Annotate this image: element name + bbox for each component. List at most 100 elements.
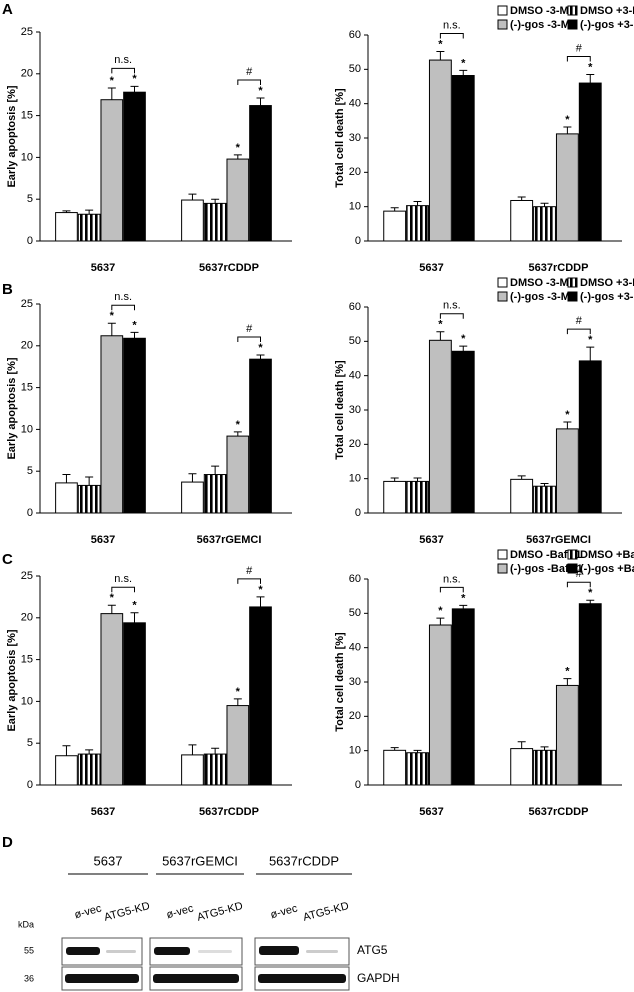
- bar: [555, 684, 579, 786]
- bar: [77, 484, 101, 514]
- significance-mark: *: [110, 75, 115, 87]
- y-tick-label: 40: [349, 642, 361, 654]
- bar: [181, 199, 204, 242]
- bar: [383, 749, 407, 786]
- bar: [181, 481, 204, 514]
- y-tick-label: 10: [21, 695, 33, 707]
- significance-mark: *: [438, 319, 443, 331]
- comparison-label: n.s.: [443, 19, 461, 31]
- bar: [55, 482, 78, 514]
- y-tick-label: 10: [349, 473, 361, 485]
- error-bar: [233, 431, 242, 437]
- error-bar: [436, 50, 445, 61]
- error-bar: [256, 596, 265, 607]
- bar: [55, 212, 78, 242]
- y-tick-label: 0: [27, 235, 33, 247]
- error-bar: [563, 678, 572, 686]
- bar: [123, 337, 146, 514]
- bar: [510, 748, 534, 786]
- error-bar: [130, 612, 139, 623]
- significance-mark: *: [258, 342, 263, 354]
- x-tick-label: 5637rCDDP: [199, 806, 259, 818]
- y-tick-label: 15: [21, 110, 33, 122]
- bar: [226, 158, 250, 242]
- bar: [249, 606, 272, 786]
- error-bar: [188, 473, 197, 483]
- x-tick-label: 5637rCDDP: [199, 262, 259, 274]
- bar: [77, 213, 101, 242]
- comparison-label: n.s.: [114, 573, 132, 585]
- bar: [406, 205, 429, 242]
- significance-mark: *: [236, 686, 241, 698]
- x-tick-label: 5637rGEMCI: [197, 534, 262, 546]
- significance-mark: *: [461, 333, 466, 345]
- y-tick-label: 5: [27, 737, 33, 749]
- comparison-bracket: [439, 32, 464, 39]
- y-tick-label: 5: [27, 193, 33, 205]
- legend-swatch: [497, 549, 508, 560]
- legend-label: (-)-gos -3-MA: [510, 19, 578, 31]
- error-bar: [413, 477, 422, 482]
- bar: [451, 350, 475, 514]
- legend-label: (-)-gos +3-MA: [580, 291, 634, 303]
- x-tick-label: 5637: [91, 262, 115, 274]
- y-tick-label: 10: [349, 201, 361, 213]
- error-bar: [413, 201, 422, 206]
- error-bar: [256, 354, 265, 360]
- x-tick-label: 5637rCDDP: [529, 806, 589, 818]
- significance-mark: *: [236, 419, 241, 431]
- error-bar: [586, 346, 595, 361]
- bar: [123, 91, 146, 242]
- significance-mark: *: [565, 665, 570, 677]
- error-bar: [233, 698, 242, 706]
- comparison-label: n.s.: [114, 291, 132, 303]
- significance-mark: *: [258, 85, 263, 97]
- error-bar: [130, 331, 139, 339]
- error-bar: [540, 482, 549, 487]
- error-bar: [107, 604, 116, 614]
- legend-swatch: [497, 563, 508, 574]
- protein-label: ATG5: [357, 943, 388, 957]
- bar: [249, 358, 272, 514]
- bar: [578, 82, 602, 242]
- error-bar: [563, 421, 572, 429]
- lane-label: ø-vec: [269, 902, 299, 921]
- comparison-bracket: [439, 313, 464, 319]
- western-blot: 5637 5637rGEMCI 5637rCDDP ø-vec ATG5-KD …: [18, 853, 400, 991]
- y-axis-title: Early apoptosis [%]: [6, 357, 18, 459]
- bar: [100, 99, 124, 242]
- protein-label: GAPDH: [357, 971, 400, 985]
- legend-swatch: [567, 277, 578, 288]
- panel-label: D: [2, 834, 13, 851]
- legend-swatch: [567, 5, 578, 16]
- bar: [249, 105, 272, 242]
- comparison-bracket: [111, 304, 135, 311]
- lane-label: ATG5-KD: [103, 900, 151, 924]
- error-bar: [107, 87, 116, 100]
- significance-mark: *: [132, 319, 137, 331]
- legend-label: DMSO +3-MA: [580, 5, 634, 17]
- comparison-label: n.s.: [443, 300, 461, 312]
- y-tick-label: 10: [349, 745, 361, 757]
- error-bar: [62, 745, 71, 756]
- bar: [203, 202, 227, 242]
- y-tick-label: 30: [349, 132, 361, 144]
- comparison-bracket: [237, 578, 261, 584]
- blot-bands: [65, 946, 346, 983]
- panel-label: A: [2, 1, 13, 18]
- bar: [123, 622, 146, 786]
- comparison-bracket: [566, 328, 591, 335]
- legend-swatch: [497, 277, 508, 288]
- y-tick-label: 60: [349, 301, 361, 313]
- y-tick-label: 30: [349, 676, 361, 688]
- error-bar: [107, 322, 116, 336]
- lane-label: ATG5-KD: [196, 900, 244, 924]
- error-bar: [436, 331, 445, 341]
- lane-label: ATG5-KD: [302, 900, 350, 924]
- bar: [383, 210, 407, 242]
- error-bar: [586, 73, 595, 84]
- legend-label: (-)-gos +3-MA: [580, 19, 634, 31]
- y-tick-label: 20: [349, 166, 361, 178]
- error-bar: [517, 741, 526, 749]
- y-axis-title: Total cell death [%]: [334, 360, 346, 460]
